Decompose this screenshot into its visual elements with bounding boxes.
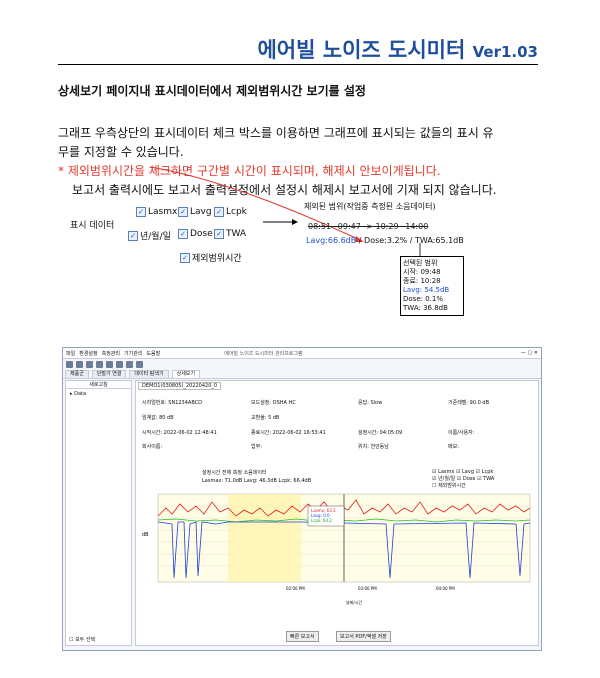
- app-window: 파일 환경설정 측정관리 기기관리 도움말 에어빌 노이즈 도시미터 관리프로그램 — …: [62, 347, 542, 651]
- document-tab[interactable]: DEMO1(030805)_20220420_0: [138, 382, 222, 390]
- tree-panel: 새로고침 ▸ Data ☐ 모두 선택: [65, 380, 132, 646]
- title-divider: [58, 64, 538, 65]
- chart-display-options[interactable]: ☑ Lasmx ☑ Lavg ☑ Lcpk ☑ 년/월/일 ☑ Dose ☑ TW…: [432, 469, 495, 489]
- x-axis-label: 날짜/시간: [346, 599, 362, 605]
- pen-icon[interactable]: [136, 360, 143, 368]
- field-user[interactable]: 이름/사용자:: [448, 430, 475, 436]
- quick-report-button[interactable]: 빠른 보고서: [286, 631, 319, 642]
- option-lasmx[interactable]: ✓ Lasmx: [136, 207, 177, 217]
- x-tick: 02:00 PM: [286, 586, 305, 591]
- toolbar: [63, 359, 541, 369]
- display-data-label: 표시 데이터: [70, 221, 115, 231]
- field-response: 응답: Slow: [358, 400, 383, 406]
- tooltip-lcpk: Lcpk: 64.2: [311, 518, 332, 523]
- field-exchange: 교환율: 5 dB: [251, 415, 280, 421]
- gear-icon[interactable]: [66, 360, 73, 368]
- tooltip-lavg: Lavg: 0.0: [311, 513, 330, 518]
- option-lcpk[interactable]: ✓ Lcpk: [214, 207, 247, 217]
- excluded-range: [228, 494, 301, 582]
- detail-panel: DEMO1(030805)_20220420_0 시리얼번호: SN1234AB…: [135, 380, 539, 646]
- legend-rest: / Dose:3.2% / TWA:65.1dB: [358, 236, 464, 245]
- y-axis-label: dB: [142, 532, 149, 538]
- check-icon: ✓: [128, 230, 138, 241]
- tooltip-box: [307, 505, 345, 527]
- tab-product[interactable]: 제품군: [65, 370, 89, 378]
- field-task[interactable]: 업무:: [251, 444, 262, 450]
- check-icon: ✓: [180, 252, 190, 263]
- tab-connect[interactable]: 단말기 연결: [91, 370, 127, 378]
- legend-title: 제외된 범위(작업중 측정된 소음데이터): [304, 202, 436, 211]
- series-lasmx: [157, 521, 531, 579]
- paragraph-line: 무를 지정할 수 있습니다.: [58, 145, 184, 159]
- struck-ranges: 08:51~09:47 -> 10:29~14:00: [308, 222, 429, 231]
- window-controls-icon: — ▢ ✕: [520, 350, 538, 356]
- lavg-value: Lavg:66.6dB: [306, 236, 357, 245]
- field-company[interactable]: 회사이름:: [142, 444, 163, 450]
- check-icon: ✓: [178, 229, 188, 239]
- clock-icon[interactable]: [96, 360, 103, 368]
- check-icon: ✓: [136, 207, 146, 217]
- device-icon[interactable]: [126, 360, 133, 368]
- tab-detail[interactable]: 상세보기: [171, 370, 201, 378]
- field-mode: 모드설정: OSHA HC: [251, 400, 296, 406]
- paragraph-line: 그래프 우측상단의 표시데이터 체크 박스를 이용하면 그래프에 표시되는 값들…: [58, 126, 494, 140]
- check-icon: ✓: [214, 229, 224, 239]
- field-serial: 시리얼번호: SN1234ABCD: [142, 400, 203, 406]
- option-exclude-range[interactable]: ✓ 제외범위시간: [180, 251, 242, 264]
- check-icon: ✓: [214, 207, 224, 217]
- field-settime: 설정시간: 04:05:09: [358, 430, 403, 436]
- list-icon[interactable]: [106, 360, 113, 368]
- export-icon[interactable]: [116, 360, 123, 368]
- x-tick: 03:00 PM: [358, 586, 377, 591]
- option-lavg[interactable]: ✓ Lavg: [178, 207, 212, 217]
- save-report-button[interactable]: 보고서 PDF/엑셀 저장: [336, 631, 391, 642]
- option-twa[interactable]: ✓ TWA: [214, 229, 246, 239]
- field-memo[interactable]: 메모:: [448, 444, 459, 450]
- option-dose[interactable]: ✓ Dose: [178, 229, 213, 239]
- refresh-button[interactable]: 새로고침: [66, 381, 131, 389]
- x-tick: 04:00 PM: [436, 586, 455, 591]
- page-title: 에어빌 노이즈 도시미터 Ver1.03: [257, 38, 538, 62]
- paragraph-line: 보고서 출력시에도 보고서 출력설정에서 설정시 해제시 보고서에 기재 되지 …: [72, 183, 497, 197]
- selection-box: 선택된 범위 시작: 09:48 종료: 10:28 Lavg: 54.5dB …: [400, 256, 464, 316]
- lock-icon[interactable]: [76, 360, 83, 368]
- tree-item[interactable]: ▸ Data: [70, 391, 87, 397]
- field-start: 시작시간: 2022-06-02 12:48:41: [142, 430, 217, 436]
- chart-title: 설정시간 전체 측정 소음데이터: [202, 470, 267, 476]
- check-icon: ✓: [178, 207, 188, 217]
- tab-bar: 제품군 단말기 연결 데이터 탐색기 상세보기: [63, 369, 541, 379]
- noise-chart: Lasmx: 63.3 Lavg: 0.0 Lcpk: 64.2 dB 02:0…: [142, 493, 531, 605]
- select-all-checkbox[interactable]: ☐ 모두 선택: [69, 637, 96, 643]
- chart-icon[interactable]: [86, 360, 93, 368]
- option-date[interactable]: ✓ 년/월/일: [128, 229, 171, 242]
- field-location: 위치: 천안동남: [358, 444, 389, 450]
- section-title: 상세보기 페이지내 표시데이터에서 제외범위시간 보기를 설정: [58, 84, 366, 98]
- tab-explorer[interactable]: 데이터 탐색기: [129, 370, 169, 378]
- tooltip-lasmx: Lasmx: 63.3: [311, 508, 336, 513]
- field-threshold: 임계값: 80 dB: [142, 415, 174, 421]
- field-criterion: 기준레벨: 90.0 dB: [448, 400, 490, 406]
- series-lavg: [157, 518, 531, 523]
- chart-summary: Lasmax: 71.0dB Lavg: 46.3dB Lcpk: 66.4dB: [202, 478, 312, 484]
- window-titlebar: 파일 환경설정 측정관리 기기관리 도움말 에어빌 노이즈 도시미터 관리프로그램 — …: [63, 348, 541, 359]
- field-end: 종료시간: 2022-06-02 16:53:41: [251, 430, 326, 436]
